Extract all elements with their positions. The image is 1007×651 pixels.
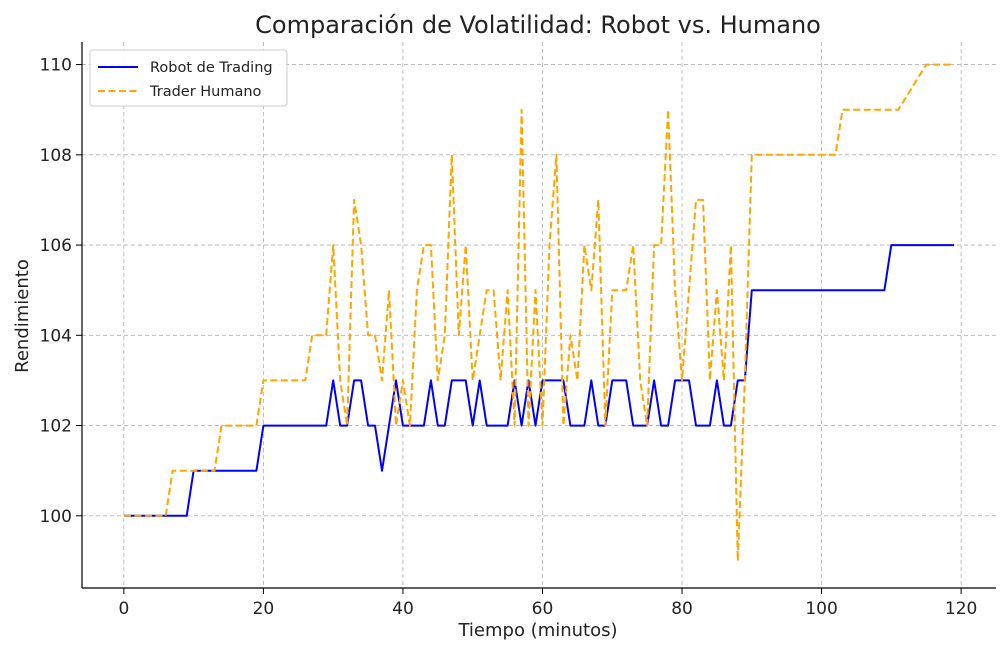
y-tick-label: 102 (40, 417, 72, 437)
legend: Robot de Trading Trader Humano (89, 49, 288, 107)
x-axis-title: Tiempo (minutos) (457, 620, 617, 641)
x-tick-label: 60 (532, 599, 554, 619)
y-tick-label: 106 (40, 236, 72, 256)
legend-box (89, 49, 288, 107)
x-tick-label: 100 (805, 599, 837, 619)
x-tick-label: 120 (945, 599, 977, 619)
axes (76, 42, 996, 594)
x-tick-labels: 0 20 40 60 80 100 120 (118, 599, 977, 619)
y-axis-title: Rendimiento (12, 259, 33, 373)
chart-title: Comparación de Volatilidad: Robot vs. Hu… (255, 11, 821, 39)
legend-label: Trader Humano (149, 84, 262, 100)
y-tick-label: 108 (40, 146, 72, 166)
legend-label: Robot de Trading (150, 60, 273, 76)
x-tick-label: 0 (118, 599, 129, 619)
grid (82, 42, 996, 588)
series-layer (123, 63, 955, 562)
series-line-1 (123, 63, 955, 562)
y-tick-label: 104 (40, 326, 72, 346)
x-tick-label: 20 (253, 599, 275, 619)
x-tick-label: 40 (392, 599, 414, 619)
y-tick-label: 110 (40, 56, 72, 76)
series-line-0 (123, 244, 955, 517)
y-tick-label: 100 (40, 507, 72, 527)
y-tick-labels: 100 102 104 106 108 110 (40, 56, 72, 527)
x-tick-label: 80 (671, 599, 693, 619)
